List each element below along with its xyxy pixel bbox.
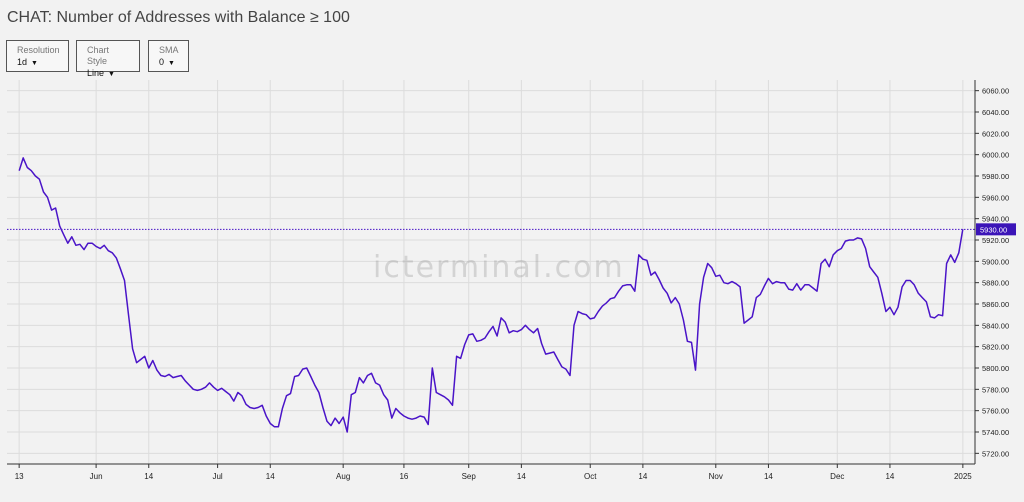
y-tick-label: 5760.00 — [982, 407, 1009, 416]
x-tick-label: Jun — [90, 472, 103, 481]
x-tick-label: 14 — [517, 472, 526, 481]
sma-value: 0 — [159, 57, 165, 67]
y-tick-label: 5920.00 — [982, 236, 1009, 245]
y-tick-label: 5800.00 — [982, 364, 1009, 373]
caret-down-icon: ▼ — [168, 60, 175, 67]
y-tick-label: 5740.00 — [982, 428, 1009, 437]
y-tick-label: 5820.00 — [982, 343, 1009, 352]
chart-style-value: Line — [87, 68, 105, 78]
chart-title: CHAT: Number of Addresses with Balance ≥… — [7, 9, 350, 26]
x-tick-label: 2025 — [954, 472, 972, 481]
series-line[interactable] — [18, 157, 964, 433]
x-tick-label: Dec — [830, 472, 844, 481]
x-tick-label: 14 — [638, 472, 647, 481]
x-tick-label: 14 — [764, 472, 773, 481]
caret-down-icon: ▼ — [108, 71, 115, 78]
x-tick-label: 14 — [144, 472, 153, 481]
y-tick-label: 5900.00 — [982, 257, 1009, 266]
resolution-dropdown[interactable]: Resolution 1d ▼ — [6, 40, 69, 72]
y-tick-label: 5720.00 — [982, 449, 1009, 458]
x-tick-label: Nov — [709, 472, 723, 481]
x-tick-label: Aug — [336, 472, 350, 481]
x-tick-label: Jul — [212, 472, 222, 481]
chart-style-label: Chart Style — [87, 45, 110, 66]
y-tick-label: 5880.00 — [982, 279, 1009, 288]
chart-style-dropdown[interactable]: Chart Style Line ▼ — [76, 40, 140, 78]
y-tick-label: 6060.00 — [982, 87, 1009, 96]
last-value-tag-label: 5930.00 — [980, 225, 1007, 234]
last-value-tag — [976, 223, 1016, 236]
x-tick-label: 14 — [885, 472, 894, 481]
caret-down-icon: ▼ — [31, 60, 38, 67]
x-tick-label: 13 — [15, 472, 24, 481]
y-tick-label: 5940.00 — [982, 215, 1009, 224]
y-tick-label: 5960.00 — [982, 193, 1009, 202]
x-tick-label: 14 — [266, 472, 275, 481]
y-tick-label: 6020.00 — [982, 129, 1009, 138]
resolution-value: 1d — [17, 57, 28, 67]
y-tick-label: 6040.00 — [982, 108, 1009, 117]
sma-label: SMA — [159, 45, 179, 55]
y-tick-label: 5780.00 — [982, 385, 1009, 394]
y-tick-label: 5840.00 — [982, 321, 1009, 330]
sma-dropdown[interactable]: SMA 0 ▼ — [148, 40, 189, 72]
resolution-label: Resolution — [17, 45, 60, 55]
y-tick-label: 5980.00 — [982, 172, 1009, 181]
x-tick-label: 16 — [399, 472, 408, 481]
y-tick-label: 6000.00 — [982, 151, 1009, 160]
y-tick-label: 5860.00 — [982, 300, 1009, 309]
x-tick-label: Oct — [584, 472, 597, 481]
x-tick-label: Sep — [462, 472, 477, 481]
